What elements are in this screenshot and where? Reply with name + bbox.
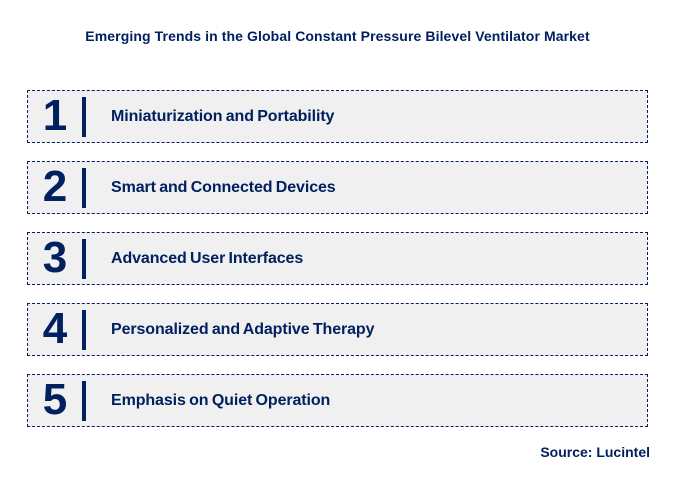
- trend-number-5: 5: [42, 374, 68, 424]
- number-divider-bar: [82, 167, 86, 208]
- trend-item-2: 2 Smart and Connected Devices: [27, 161, 648, 214]
- number-divider-bar: [82, 96, 86, 137]
- trend-number-2: 2: [42, 161, 68, 211]
- trend-number-3: 3: [42, 232, 68, 282]
- number-divider-bar: [82, 309, 86, 350]
- trends-list: 1 Miniaturization and Portability 2 Smar…: [27, 90, 648, 427]
- trend-number-4: 4: [42, 303, 68, 353]
- page-title: Emerging Trends in the Global Constant P…: [85, 28, 590, 44]
- trend-item-1: 1 Miniaturization and Portability: [27, 90, 648, 143]
- number-divider-bar: [82, 238, 86, 279]
- trend-number-1: 1: [42, 90, 68, 140]
- trend-label-3: Advanced User Interfaces: [111, 249, 304, 267]
- source-attribution: Source: Lucintel: [540, 444, 650, 460]
- trend-label-2: Smart and Connected Devices: [111, 178, 336, 196]
- number-divider-bar: [82, 380, 86, 421]
- trend-item-3: 3 Advanced User Interfaces: [27, 232, 648, 285]
- trend-label-5: Emphasis on Quiet Operation: [111, 391, 331, 409]
- trend-item-4: 4 Personalized and Adaptive Therapy: [27, 303, 648, 356]
- trend-label-4: Personalized and Adaptive Therapy: [111, 320, 375, 338]
- trend-item-5: 5 Emphasis on Quiet Operation: [27, 374, 648, 427]
- trend-label-1: Miniaturization and Portability: [111, 107, 335, 125]
